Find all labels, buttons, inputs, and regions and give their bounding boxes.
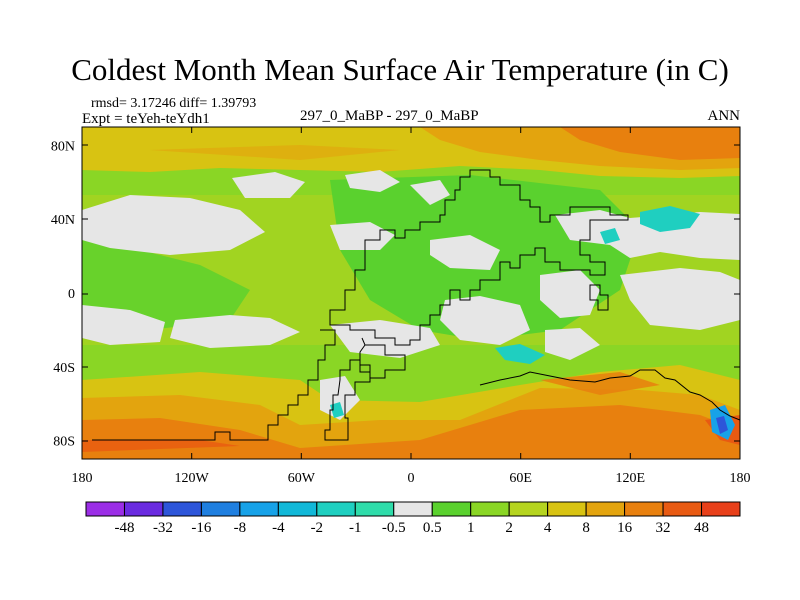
colorbar-label: 16 bbox=[617, 520, 633, 536]
field-south-red-west bbox=[82, 440, 240, 452]
season-label: ANN bbox=[707, 108, 741, 124]
field-south-patch bbox=[540, 372, 660, 395]
colorbar-label: 48 bbox=[694, 520, 709, 536]
outline-link bbox=[361, 337, 370, 346]
experiment-label: Expt = teYeh-teYdh1 bbox=[82, 111, 210, 127]
colorbar-label: 32 bbox=[656, 520, 671, 536]
colorbar-swatch bbox=[470, 501, 510, 517]
colorbar-label: 0.5 bbox=[423, 520, 442, 536]
cool-patch-2 bbox=[600, 228, 620, 244]
y-tick-label: 80N bbox=[51, 139, 75, 154]
colorbar-swatch bbox=[701, 501, 741, 517]
colorbar-label: 2 bbox=[505, 520, 513, 536]
cool-patch-3 bbox=[495, 344, 545, 364]
y-tick-label: 80S bbox=[53, 435, 75, 450]
colorbar-swatch bbox=[662, 501, 703, 517]
colorbar-label: -2 bbox=[311, 520, 324, 536]
x-tick-label: 0 bbox=[408, 471, 415, 486]
y-tick-marks bbox=[82, 144, 740, 442]
colorbar-swatch bbox=[162, 501, 202, 517]
colorbar-label: 4 bbox=[544, 520, 552, 536]
outline-south-coast-east bbox=[479, 369, 740, 421]
y-tick-label: 40S bbox=[53, 361, 75, 376]
cool-patch-1 bbox=[640, 206, 700, 232]
colorbar-label: -48 bbox=[114, 520, 134, 536]
colorbar-swatch bbox=[624, 501, 664, 517]
x-tick-label: 180 bbox=[72, 471, 93, 486]
colorbar-swatch bbox=[123, 501, 164, 517]
cool-patch-5 bbox=[716, 416, 728, 434]
field-north-orange-west bbox=[150, 145, 400, 160]
neutral-patch-6 bbox=[330, 222, 395, 250]
neutral-patch-11 bbox=[540, 270, 600, 318]
field-north-deep-orange bbox=[560, 127, 740, 160]
neutral-patch-8 bbox=[410, 180, 450, 205]
x-tick-labels: 180 120W 60W 0 60E 120E 180 bbox=[72, 471, 751, 486]
x-tick-label: 60E bbox=[509, 471, 532, 486]
colorbar bbox=[85, 501, 741, 517]
colorbar-swatch bbox=[585, 501, 626, 517]
outline-main-continent bbox=[329, 169, 629, 346]
neutral-patch-9 bbox=[430, 235, 500, 270]
rmsd-diff-stats: rmsd= 3.17246 diff= 1.39793 bbox=[91, 96, 257, 111]
colorbar-label: -8 bbox=[234, 520, 247, 536]
colorbar-label: -0.5 bbox=[382, 520, 406, 536]
colorbar-swatch bbox=[354, 501, 395, 517]
neutral-patch-12 bbox=[620, 268, 740, 330]
colorbar-swatch bbox=[547, 501, 587, 517]
colorbar-swatch bbox=[431, 501, 472, 517]
x-tick-marks bbox=[81, 127, 741, 459]
colorbar-label: -32 bbox=[153, 520, 173, 536]
x-tick-label: 120E bbox=[616, 471, 646, 486]
neutral-patch-3 bbox=[170, 315, 300, 348]
neutral-patch-13 bbox=[440, 296, 530, 345]
colorbar-swatch bbox=[393, 501, 433, 517]
x-tick-label: 60W bbox=[288, 471, 316, 486]
neutral-patch-5 bbox=[345, 170, 400, 192]
colorbar-labels: -48 -32 -16 -8 -4 -2 -1 -0.5 0.5 1 2 4 8 16 32 48 bbox=[114, 520, 709, 536]
field-south-deep-orange bbox=[82, 405, 740, 459]
colorbar-label: -4 bbox=[272, 520, 285, 536]
continent-outlines bbox=[92, 169, 740, 441]
period-label: 297_0_MaBP - 297_0_MaBP bbox=[300, 108, 479, 124]
field-green-west bbox=[82, 240, 250, 330]
y-tick-label: 40N bbox=[51, 213, 75, 228]
neutral-patch-15 bbox=[320, 376, 360, 420]
outline-south-continent bbox=[92, 329, 371, 441]
neutral-patch-4 bbox=[232, 172, 305, 198]
colorbar-swatch bbox=[277, 501, 318, 517]
colorbar-swatch bbox=[239, 501, 279, 517]
x-tick-label: 180 bbox=[730, 471, 751, 486]
x-tick-label: 120W bbox=[175, 471, 210, 486]
y-tick-label: 0 bbox=[68, 287, 75, 302]
map-field bbox=[82, 127, 740, 459]
neutral-patch-2 bbox=[82, 305, 165, 345]
y-tick-labels: 80N 40N 0 40S 80S bbox=[51, 139, 75, 449]
colorbar-swatch bbox=[316, 501, 356, 517]
colorbar-label: -1 bbox=[349, 520, 362, 536]
colorbar-label: 1 bbox=[467, 520, 475, 536]
neutral-patch-14 bbox=[545, 328, 600, 360]
colorbar-swatch bbox=[85, 501, 125, 517]
colorbar-label: -16 bbox=[191, 520, 211, 536]
plot-title: Coldest Month Mean Surface Air Temperatu… bbox=[71, 52, 729, 87]
colorbar-swatch bbox=[200, 501, 241, 517]
colorbar-label: 8 bbox=[582, 520, 590, 536]
outline-island-east bbox=[589, 284, 609, 311]
colorbar-swatch bbox=[508, 501, 549, 517]
neutral-patch-1 bbox=[82, 195, 265, 255]
